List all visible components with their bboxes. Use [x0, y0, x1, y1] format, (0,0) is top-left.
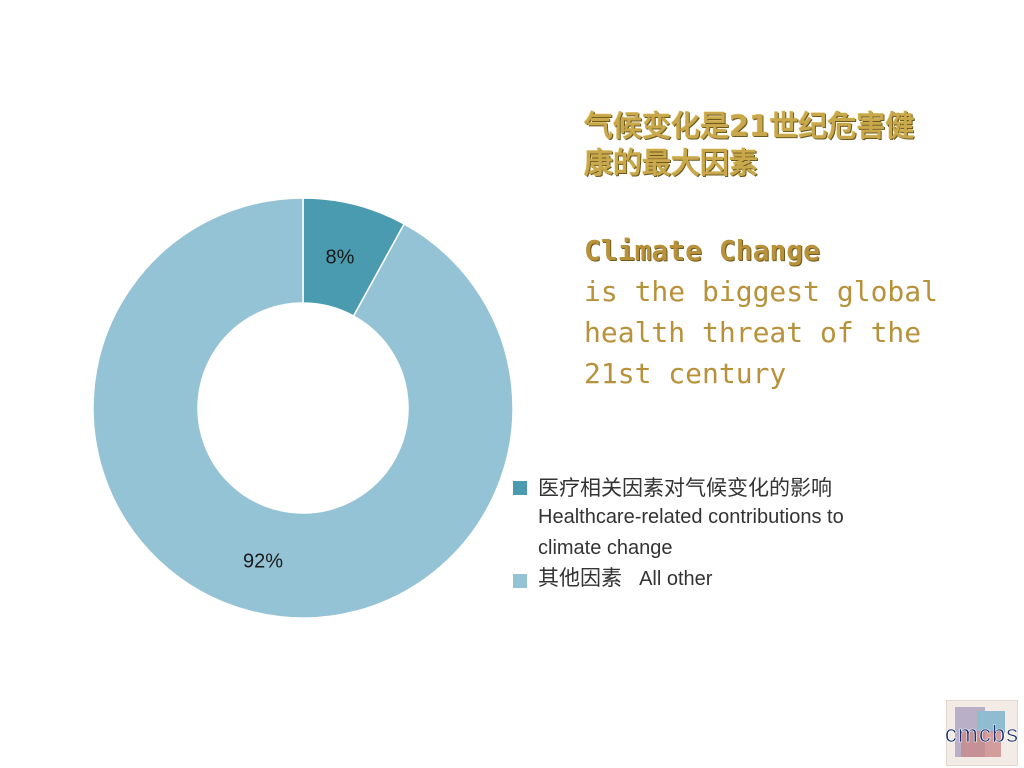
legend-swatch-other: [513, 574, 527, 588]
title-zh: 气候变化是21世纪危害健 康的最大因素: [584, 108, 984, 182]
legend-item-other: 其他因素 All other: [512, 564, 932, 595]
legend-label-other-zh: 其他因素: [538, 566, 622, 590]
legend-label-healthcare-en-1: Healthcare-related contributions to: [538, 506, 844, 528]
legend-label-other-en: All other: [639, 568, 713, 590]
slice-other: [92, 197, 514, 619]
logo-text: cmcbs: [944, 721, 1020, 749]
title-zh-line-2: 康的最大因素: [584, 146, 759, 180]
title-en-line-1: is the biggest global: [584, 275, 939, 308]
chart-legend: 医疗相关因素对气候变化的影响 Healthcare-related contri…: [512, 474, 932, 595]
legend-item-healthcare: 医疗相关因素对气候变化的影响 Healthcare-related contri…: [512, 474, 932, 564]
title-en: Climate Change is the biggest global hea…: [584, 230, 1004, 394]
legend-label-healthcare-zh: 医疗相关因素对气候变化的影响: [538, 476, 832, 500]
title-zh-line-1: 气候变化是21世纪危害健: [584, 109, 915, 143]
title-en-lead: Climate Change: [584, 234, 821, 267]
title-en-line-2: health threat of the: [584, 316, 922, 349]
organization-logo: cmcbs: [945, 700, 1018, 766]
slice-label-healthcare: 8%: [326, 246, 355, 268]
legend-label-healthcare-en-2: climate change: [538, 537, 673, 559]
donut-chart: 8% 92%: [92, 197, 514, 619]
legend-swatch-healthcare: [513, 481, 527, 495]
slice-label-other: 92%: [243, 550, 283, 572]
title-en-line-3: 21st century: [584, 357, 787, 390]
